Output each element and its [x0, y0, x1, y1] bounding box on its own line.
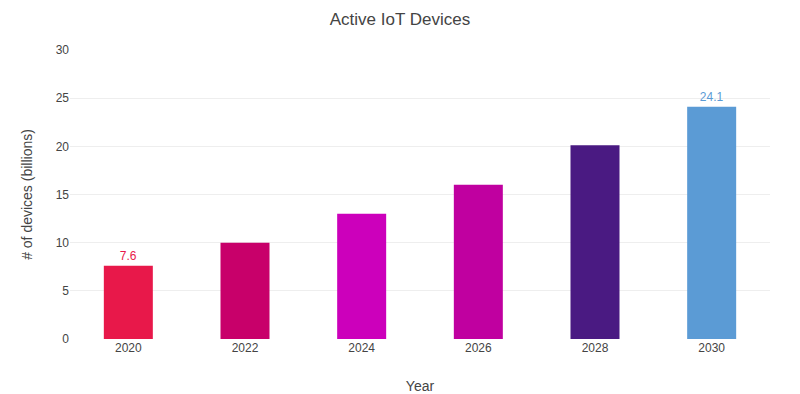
svg-text:15: 15 — [56, 188, 70, 202]
svg-text:7.6: 7.6 — [120, 249, 137, 263]
svg-text:2022: 2022 — [232, 341, 259, 355]
svg-text:25: 25 — [56, 91, 70, 105]
svg-text:Year: Year — [406, 378, 435, 394]
svg-text:# of devices (billions): # of devices (billions) — [19, 129, 35, 260]
svg-text:2028: 2028 — [582, 341, 609, 355]
svg-text:5: 5 — [62, 284, 69, 298]
svg-text:30: 30 — [56, 43, 70, 57]
svg-text:2026: 2026 — [465, 341, 492, 355]
svg-text:2030: 2030 — [698, 341, 725, 355]
svg-text:2020: 2020 — [115, 341, 142, 355]
svg-text:0: 0 — [62, 332, 69, 346]
svg-text:24.1: 24.1 — [700, 90, 724, 104]
svg-text:10: 10 — [56, 236, 70, 250]
svg-text:20: 20 — [56, 140, 70, 154]
svg-text:Active IoT Devices: Active IoT Devices — [330, 10, 470, 29]
svg-text:2024: 2024 — [348, 341, 375, 355]
